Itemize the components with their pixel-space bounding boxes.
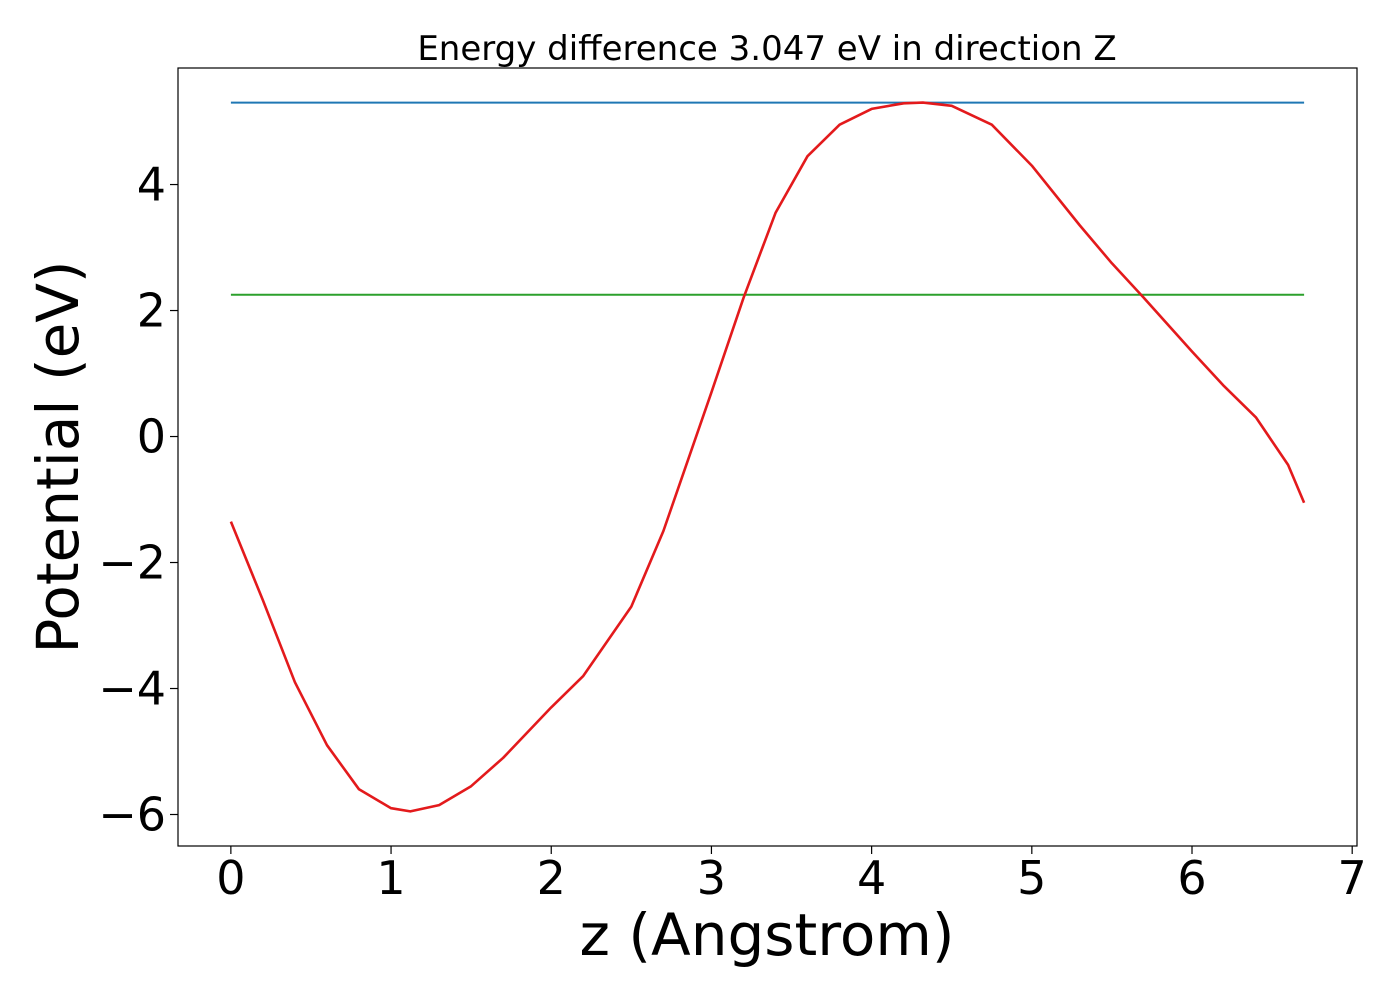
series-line-3 — [229, 101, 1306, 813]
y-tick-label: 2 — [137, 284, 166, 338]
x-tick-label: 3 — [697, 851, 726, 905]
x-axis-label: z (Angstrom) — [580, 901, 955, 969]
y-tick-label: −4 — [98, 662, 166, 716]
y-tick-label: −6 — [98, 788, 166, 842]
x-tick-label: 7 — [1338, 851, 1367, 905]
x-tick-label: 1 — [376, 851, 405, 905]
y-axis-ticks: 4 2 0 −2 −4 −6 — [98, 158, 178, 842]
y-axis-label: Potential (eV) — [24, 260, 92, 653]
x-tick-label: 0 — [216, 851, 245, 905]
x-tick-label: 5 — [1017, 851, 1046, 905]
y-tick-label: 4 — [137, 158, 166, 212]
y-tick-label: −2 — [98, 536, 166, 590]
series-layer — [229, 101, 1306, 813]
y-tick-label: 0 — [137, 410, 166, 464]
plot-area-frame — [177, 67, 1358, 847]
x-tick-label: 6 — [1177, 851, 1206, 905]
x-tick-label: 4 — [857, 851, 886, 905]
chart-title: Energy difference 3.047 eV in direction … — [417, 29, 1116, 69]
x-tick-label: 2 — [537, 851, 566, 905]
x-axis-ticks: 0 1 2 3 4 5 6 7 — [216, 846, 1367, 905]
